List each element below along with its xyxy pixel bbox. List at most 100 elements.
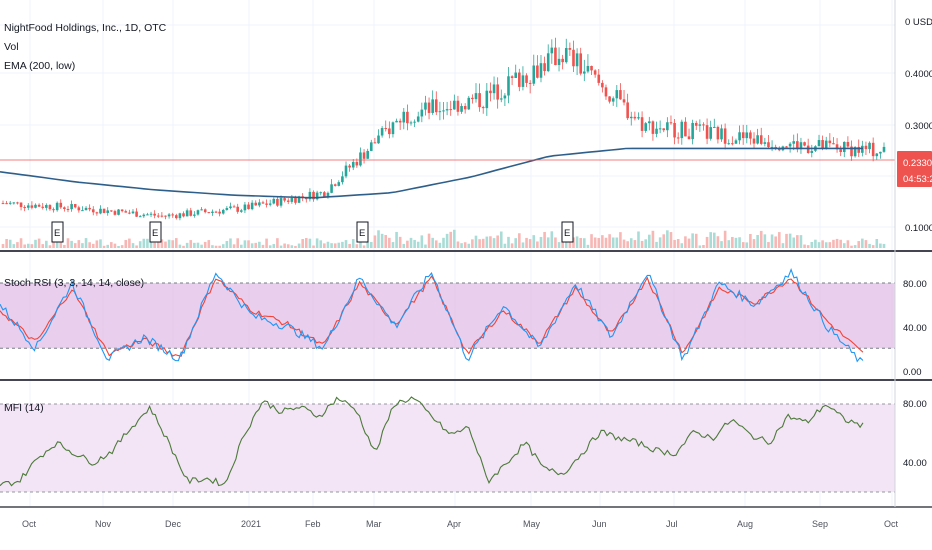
volume-bar	[225, 240, 229, 248]
volume-bar	[182, 245, 185, 248]
volume-bar	[106, 244, 110, 248]
mfi-line	[0, 396, 864, 487]
volume-bar	[792, 237, 796, 248]
candle-body	[734, 140, 738, 144]
mfi-label: MFI (14)	[4, 402, 44, 414]
volume-bar	[814, 239, 817, 248]
countdown-tag: 04:53:20	[903, 174, 932, 185]
candle-body	[684, 121, 687, 137]
earnings-marker[interactable]	[561, 221, 574, 243]
candle-body	[369, 142, 373, 151]
candle-body	[290, 198, 294, 202]
volume-bar	[471, 239, 474, 248]
candle-body	[106, 210, 110, 213]
volume-bar	[211, 245, 214, 248]
volume-bar	[828, 242, 832, 248]
time-axis-label: Oct	[22, 519, 37, 529]
candle-body	[821, 140, 824, 149]
candle-body	[236, 206, 239, 212]
candle-body	[492, 84, 496, 94]
mfi-band	[0, 404, 895, 492]
volume-bar	[388, 237, 391, 248]
candle-body	[709, 127, 712, 139]
candle-body	[554, 47, 557, 66]
candle-body	[175, 215, 178, 219]
candle-body	[817, 140, 821, 147]
volume-bar	[648, 234, 651, 248]
volume-bar	[846, 240, 850, 248]
candle-body	[741, 132, 745, 139]
volume-bar	[434, 240, 438, 248]
candle-body	[601, 82, 604, 88]
candle-body	[727, 143, 731, 145]
stoch-band	[0, 283, 895, 349]
volume-bar	[330, 243, 333, 248]
volume-bar	[258, 241, 261, 248]
earnings-marker[interactable]	[356, 221, 369, 243]
volume-bar	[532, 235, 536, 248]
mfi-tick: 80.00	[903, 399, 927, 410]
volume-bar	[131, 243, 135, 248]
candle-body	[543, 63, 546, 72]
volume-bar	[799, 235, 803, 248]
candle-body	[272, 198, 276, 204]
candle-body	[391, 122, 395, 135]
volume-bar	[752, 239, 756, 248]
volume-bar	[842, 243, 846, 248]
volume-bar	[301, 239, 304, 248]
price-tick: 0.3000	[905, 121, 932, 132]
volume-bar	[572, 237, 575, 248]
volume-bar	[832, 239, 835, 248]
volume-bar	[164, 241, 167, 248]
candle-body	[283, 198, 286, 201]
candle-body	[810, 150, 814, 154]
volume-bar	[676, 239, 680, 248]
candle-body	[52, 209, 55, 211]
volume-bar	[684, 236, 687, 248]
earnings-marker-label: E	[359, 228, 365, 239]
candle-body	[832, 143, 835, 145]
volume-bar	[81, 243, 84, 248]
volume-bar	[398, 236, 402, 248]
candle-body	[142, 214, 146, 217]
candle-body	[521, 75, 525, 87]
candle-body	[637, 117, 640, 119]
candle-body	[5, 203, 8, 205]
volume-bar	[276, 238, 279, 248]
volume-bar	[23, 244, 26, 248]
volume-bar	[247, 240, 250, 248]
volume-bar	[514, 238, 518, 248]
volume-bar	[243, 240, 247, 248]
volume-bar	[416, 241, 420, 248]
candle-body	[839, 149, 842, 153]
volume-bar	[373, 235, 377, 248]
volume-bar	[5, 238, 8, 248]
volume-bar	[102, 245, 106, 248]
volume-bar	[669, 232, 673, 248]
volume-bar	[590, 234, 593, 248]
earnings-marker[interactable]	[51, 221, 64, 243]
volume-bar	[608, 234, 611, 248]
volume-bar	[817, 242, 821, 248]
volume-bar	[673, 239, 676, 248]
candle-body	[557, 58, 561, 66]
candle-body	[597, 74, 601, 83]
candle-body	[84, 207, 88, 211]
candle-body	[507, 76, 510, 96]
candle-body	[633, 116, 637, 119]
candle-body	[666, 122, 669, 131]
candle-body	[66, 209, 70, 211]
price-tick: 0 USD	[905, 17, 932, 28]
time-axis-label: 2021	[241, 519, 261, 529]
candle-body	[424, 102, 427, 110]
candle-body	[481, 107, 485, 109]
earnings-marker[interactable]	[149, 221, 162, 243]
volume-bar	[409, 237, 413, 248]
candle-body	[250, 202, 254, 210]
candle-body	[110, 210, 113, 212]
candle-body	[456, 100, 460, 112]
volume-bar	[240, 244, 243, 248]
volume-bar	[485, 236, 489, 248]
volume-bar	[803, 244, 806, 248]
candle-body	[261, 202, 265, 204]
